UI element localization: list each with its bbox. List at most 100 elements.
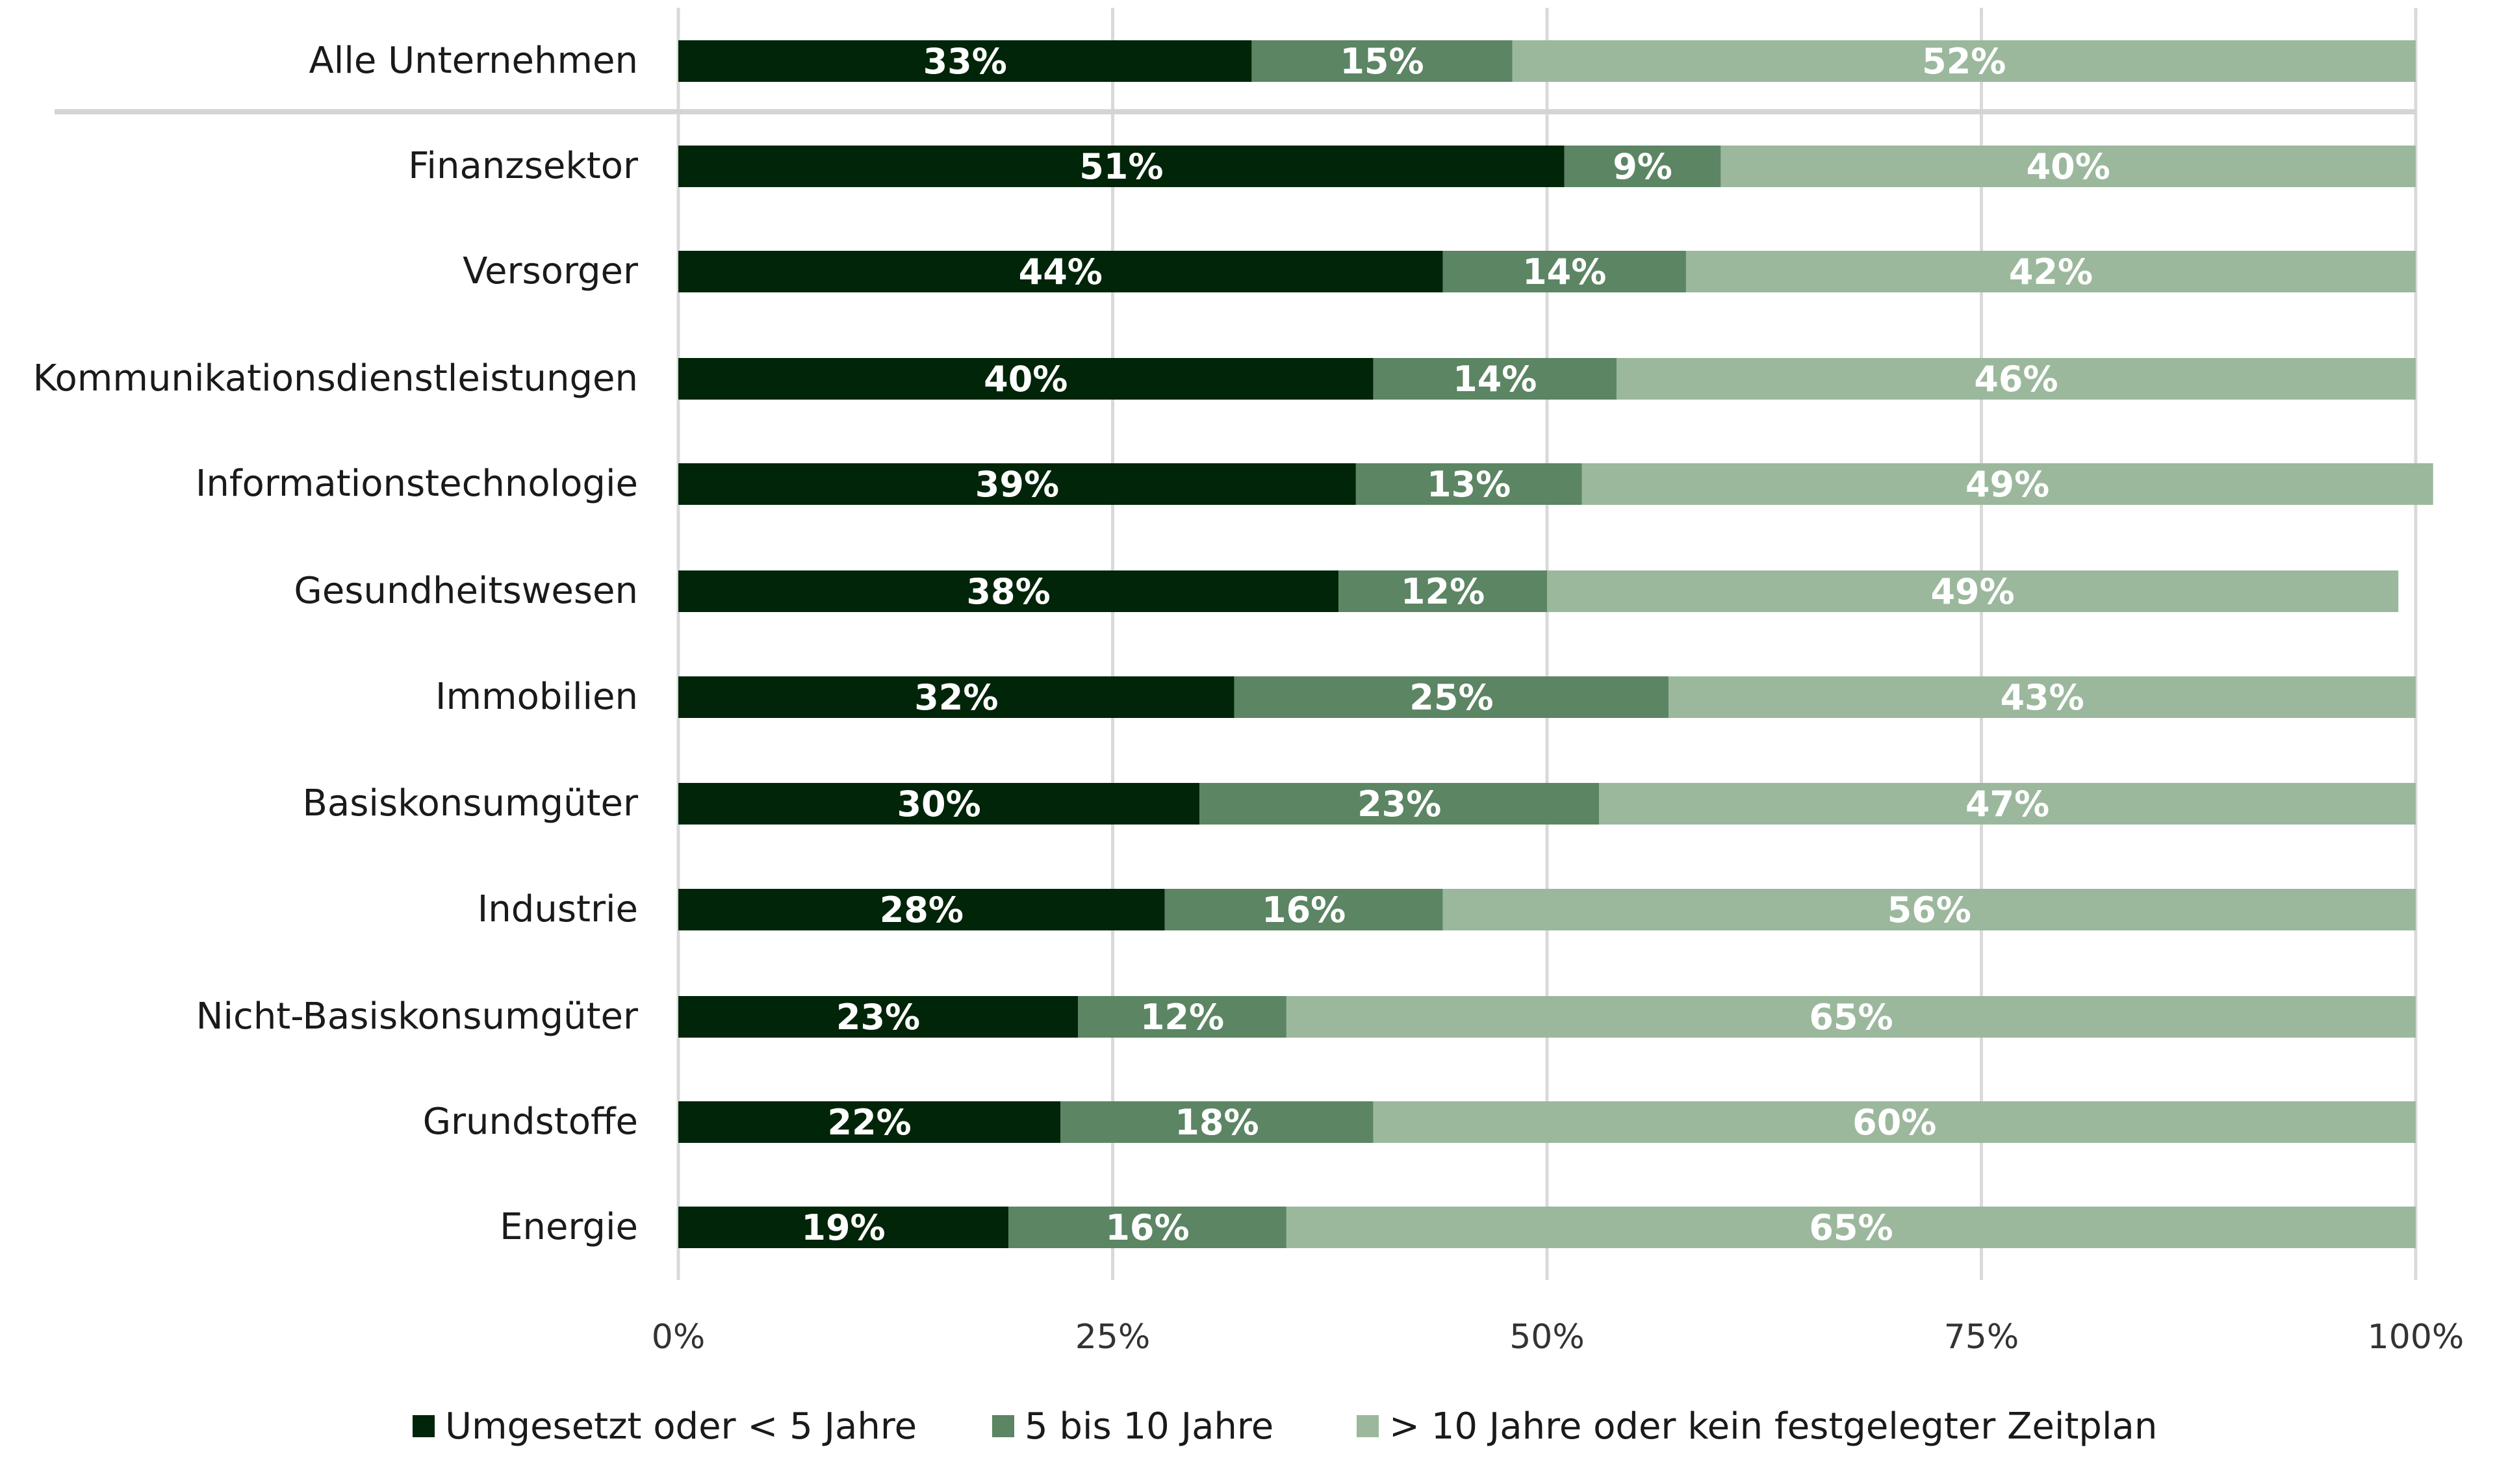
bar-segment-alle-unternehmen-series-1 — [1251, 40, 1513, 82]
bar-row-grundstoffe: 22% 18% 60% — [678, 1101, 2416, 1143]
data-label-energie-series-2: 65% — [1809, 1207, 1893, 1248]
bar-row-basiskonsumgüter: 30% 23% 47% — [678, 783, 2416, 825]
bar-row-kommunikationsdienstleistungen: 40% 14% 46% — [678, 358, 2416, 400]
category-label-kommunikationsdienstleistungen: Kommunikationsdienstleistungen — [33, 357, 638, 400]
bar-row-alle-unternehmen: 33% 15% 52% — [678, 40, 2416, 82]
bar-segment-immobilien-series-1 — [1234, 676, 1669, 718]
category-label-industrie: Industrie — [478, 888, 638, 930]
data-label-versorger-series-1: 14% — [1522, 251, 1606, 292]
bar-row-nicht-basiskonsumgüter: 23% 12% 65% — [678, 996, 2416, 1038]
bar-segment-nicht-basiskonsumgüter-series-0 — [678, 996, 1079, 1038]
bar-segment-finanzsektor-series-0 — [678, 146, 1565, 187]
bar-segment-alle-unternehmen-series-0 — [678, 40, 1252, 82]
x-tick-label-100: 100% — [2368, 1318, 2464, 1357]
data-label-alle-unternehmen-series-2: 52% — [1922, 41, 2006, 82]
data-label-gesundheitswesen-series-0: 38% — [966, 571, 1050, 612]
bar-segment-grundstoffe-series-0 — [678, 1101, 1061, 1143]
bar-segment-basiskonsumgüter-series-1 — [1199, 783, 1600, 825]
x-tick-label-50: 50% — [1509, 1318, 1585, 1357]
bar-segment-industrie-series-1 — [1164, 889, 1443, 930]
legend-item-mid-term: 5 bis 10 Jahre — [992, 1403, 1273, 1449]
bar-segment-basiskonsumgüter-series-2 — [1599, 783, 2416, 825]
legend-item-long-term: > 10 Jahre oder kein festgelegter Zeitpl… — [1357, 1403, 2157, 1449]
bar-row-finanzsektor: 51% 9% 40% — [678, 146, 2416, 187]
data-label-versorger-series-0: 44% — [1019, 251, 1103, 292]
bar-row-immobilien: 32% 25% 43% — [678, 676, 2416, 718]
data-label-grundstoffe-series-0: 22% — [828, 1102, 912, 1143]
data-label-alle-unternehmen-series-0: 33% — [923, 41, 1007, 82]
bar-segment-energie-series-1 — [1008, 1207, 1286, 1248]
x-axis-tick-labels: 0% 25% 50% 75% 100% — [652, 1318, 2464, 1357]
data-label-versorger-series-2: 42% — [2009, 251, 2093, 292]
legend-swatch-long-term — [1357, 1415, 1379, 1437]
category-label-finanzsektor: Finanzsektor — [408, 145, 639, 187]
bars-group: 33% 15% 52% 51% 9% 40% 44% 14% 42% 40% 14% 46% 39% 13… — [678, 40, 2433, 1248]
x-tick-label-75: 75% — [1944, 1318, 2019, 1357]
data-label-alle-unternehmen-series-1: 15% — [1340, 41, 1424, 82]
data-label-kommunikationsdienstleistungen-series-0: 40% — [984, 359, 1068, 400]
bar-segment-nicht-basiskonsumgüter-series-1 — [1078, 996, 1286, 1038]
data-label-industrie-series-0: 28% — [880, 889, 964, 930]
x-tick-label-25: 25% — [1075, 1318, 1151, 1357]
legend-item-short-term: Umgesetzt oder < 5 Jahre — [413, 1403, 917, 1449]
bar-segment-energie-series-2 — [1286, 1207, 2416, 1248]
bar-segment-informationstechnologie-series-1 — [1355, 463, 1582, 505]
bar-row-industrie: 28% 16% 56% — [678, 889, 2416, 930]
bar-row-versorger: 44% 14% 42% — [678, 251, 2416, 292]
category-label-informationstechnologie: Informationstechnologie — [196, 463, 638, 505]
category-label-nicht-basiskonsumgüter: Nicht-Basiskonsumgüter — [196, 995, 639, 1038]
legend-swatch-mid-term — [992, 1415, 1014, 1437]
category-label-alle-unternehmen: Alle Unternehmen — [309, 40, 638, 82]
bar-segment-versorger-series-1 — [1442, 251, 1686, 292]
bar-segment-gesundheitswesen-series-1 — [1338, 570, 1547, 612]
bar-segment-alle-unternehmen-series-2 — [1512, 40, 2416, 82]
legend-label-short-term: Umgesetzt oder < 5 Jahre — [445, 1405, 917, 1448]
stacked-bar-chart: 33% 15% 52% 51% 9% 40% 44% 14% 42% 40% 14% 46% 39% 13… — [33, 8, 2464, 1357]
bar-segment-industrie-series-2 — [1442, 889, 2416, 930]
data-label-nicht-basiskonsumgüter-series-2: 65% — [1809, 997, 1893, 1038]
data-label-immobilien-series-2: 43% — [2000, 677, 2084, 718]
bar-segment-kommunikationsdienstleistungen-series-1 — [1373, 358, 1617, 400]
legend: Umgesetzt oder < 5 Jahre 5 bis 10 Jahre … — [0, 1403, 2495, 1455]
data-label-kommunikationsdienstleistungen-series-2: 46% — [1974, 359, 2058, 400]
bar-segment-gesundheitswesen-series-2 — [1547, 570, 2399, 612]
category-label-gesundheitswesen: Gesundheitswesen — [294, 570, 638, 612]
data-label-grundstoffe-series-2: 60% — [1852, 1102, 1936, 1143]
bar-segment-energie-series-0 — [678, 1207, 1009, 1248]
bar-segment-finanzsektor-series-1 — [1564, 146, 1721, 187]
bar-segment-informationstechnologie-series-2 — [1581, 463, 2433, 505]
category-label-energie: Energie — [500, 1206, 638, 1248]
bar-segment-kommunikationsdienstleistungen-series-0 — [678, 358, 1374, 400]
legend-label-mid-term: 5 bis 10 Jahre — [1025, 1405, 1274, 1448]
bar-segment-immobilien-series-2 — [1669, 676, 2416, 718]
data-label-gesundheitswesen-series-2: 49% — [1930, 571, 2014, 612]
data-label-basiskonsumgüter-series-2: 47% — [1965, 784, 2049, 825]
data-label-gesundheitswesen-series-1: 12% — [1401, 571, 1485, 612]
data-label-nicht-basiskonsumgüter-series-1: 12% — [1140, 997, 1224, 1038]
data-label-immobilien-series-1: 25% — [1409, 677, 1493, 718]
data-label-energie-series-0: 19% — [801, 1207, 885, 1248]
bar-segment-nicht-basiskonsumgüter-series-2 — [1286, 996, 2416, 1038]
category-label-grundstoffe: Grundstoffe — [423, 1101, 638, 1143]
data-label-finanzsektor-series-0: 51% — [1079, 146, 1163, 187]
bar-row-energie: 19% 16% 65% — [678, 1207, 2416, 1248]
legend-swatch-short-term — [413, 1415, 435, 1437]
data-label-nicht-basiskonsumgüter-series-0: 23% — [836, 997, 920, 1038]
category-label-immobilien: Immobilien — [435, 676, 638, 718]
bar-segment-kommunikationsdienstleistungen-series-2 — [1616, 358, 2416, 400]
bar-segment-basiskonsumgüter-series-0 — [678, 783, 1200, 825]
data-label-kommunikationsdienstleistungen-series-1: 14% — [1453, 359, 1537, 400]
bar-segment-immobilien-series-0 — [678, 676, 1235, 718]
bar-segment-finanzsektor-series-2 — [1721, 146, 2416, 187]
bar-row-informationstechnologie: 39% 13% 49% — [678, 463, 2433, 505]
data-label-basiskonsumgüter-series-1: 23% — [1357, 784, 1441, 825]
data-label-grundstoffe-series-1: 18% — [1175, 1102, 1259, 1143]
data-label-informationstechnologie-series-0: 39% — [975, 464, 1059, 505]
bar-segment-grundstoffe-series-1 — [1060, 1101, 1374, 1143]
bar-segment-versorger-series-0 — [678, 251, 1443, 292]
data-label-finanzsektor-series-1: 9% — [1613, 146, 1672, 187]
bar-segment-grundstoffe-series-2 — [1373, 1101, 2416, 1143]
bar-segment-industrie-series-0 — [678, 889, 1165, 930]
data-label-informationstechnologie-series-1: 13% — [1427, 464, 1511, 505]
data-label-industrie-series-1: 16% — [1262, 889, 1346, 930]
